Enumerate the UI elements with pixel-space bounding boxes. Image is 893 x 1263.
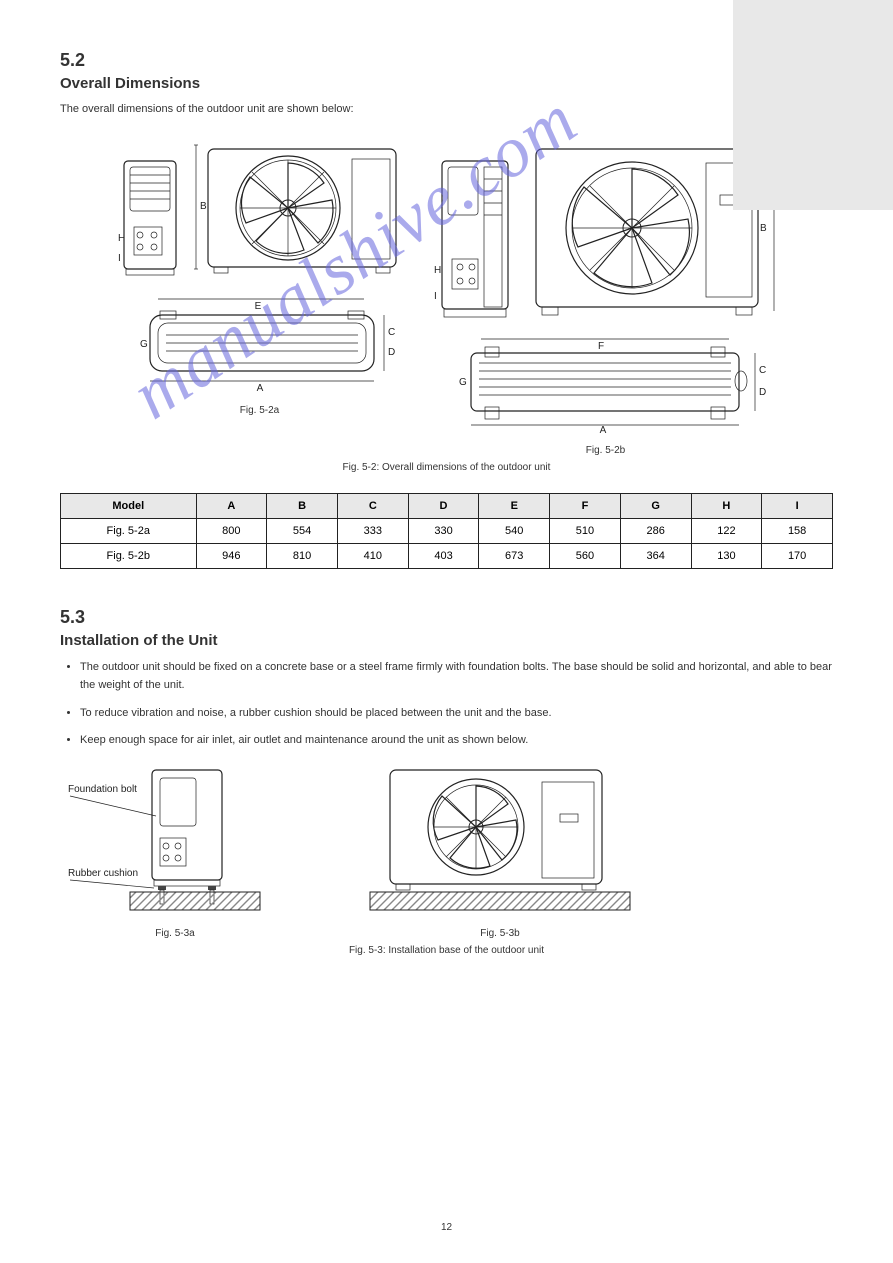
td: 364: [620, 544, 691, 569]
td: 122: [691, 519, 762, 544]
th-g: G: [620, 494, 691, 519]
label-rubber: Rubber cushion: [68, 868, 138, 879]
sidebar-gray-block: [733, 0, 893, 210]
list-item: Keep enough space for air inlet, air out…: [80, 732, 833, 750]
td: 800: [196, 519, 267, 544]
table-header-row: Model A B C D E F G H I: [61, 494, 833, 519]
td: 403: [408, 544, 479, 569]
dim-label-a-left: A: [256, 383, 263, 393]
td: 554: [267, 519, 338, 544]
installation-diagrams: Foundation bolt Rubber cushion: [60, 760, 833, 939]
side-view-small: H I: [116, 155, 186, 285]
td: 333: [337, 519, 408, 544]
dim-label-c-right: C: [759, 365, 766, 376]
fig-label-5-2b: Fig. 5-2b: [586, 445, 625, 456]
dim-table-title: Fig. 5-2: Overall dimensions of the outd…: [60, 462, 833, 473]
overall-dimensions-diagrams: H I B: [60, 135, 833, 456]
th-h: H: [691, 494, 762, 519]
table-row: Fig. 5-2a 800 554 333 330 540 510 286 12…: [61, 519, 833, 544]
install-side-col: Foundation bolt Rubber cushion: [60, 760, 290, 939]
td: 810: [267, 544, 338, 569]
td: 170: [762, 544, 833, 569]
th-model: Model: [61, 494, 197, 519]
dim-label-g-right: G: [459, 377, 467, 388]
dim-label-a-right: A: [599, 425, 606, 433]
diagram-col-small: H I B: [116, 135, 404, 456]
install-side-view: Foundation bolt Rubber cushion: [60, 760, 290, 920]
dimensions-table: Model A B C D E F G H I Fig. 5-2a 800 55…: [60, 493, 833, 569]
dim-label-e-left: E: [254, 301, 261, 312]
side-view-large: H I: [434, 155, 520, 325]
list-item: The outdoor unit should be fixed on a co…: [80, 659, 833, 694]
diagram-col-large: H I B: [434, 135, 778, 456]
th-b: B: [267, 494, 338, 519]
th-i: I: [762, 494, 833, 519]
fig-label-5-3b: Fig. 5-3b: [480, 928, 519, 939]
td: Fig. 5-2b: [61, 544, 197, 569]
td: 540: [479, 519, 550, 544]
front-view-small: B: [194, 135, 404, 285]
td: 330: [408, 519, 479, 544]
install-front-view: [350, 760, 650, 920]
td: 946: [196, 544, 267, 569]
installation-bullets: The outdoor unit should be fixed on a co…: [80, 659, 833, 749]
th-a: A: [196, 494, 267, 519]
label-bolt: Foundation bolt: [68, 784, 137, 795]
dim-label-i: I: [118, 253, 121, 264]
td: 510: [550, 519, 621, 544]
th-e: E: [479, 494, 550, 519]
install-caption: Fig. 5-3: Installation base of the outdo…: [60, 945, 833, 956]
section-number-5-3: 5.3: [60, 607, 833, 628]
td: 410: [337, 544, 408, 569]
dim-label-h: H: [118, 233, 125, 244]
td: 130: [691, 544, 762, 569]
dim-label-d-left: D: [388, 347, 395, 358]
dim-label-d-right: D: [759, 387, 766, 398]
install-front-col: Fig. 5-3b: [350, 760, 650, 939]
td: 158: [762, 519, 833, 544]
th-c: C: [337, 494, 408, 519]
td: 286: [620, 519, 691, 544]
td: Fig. 5-2a: [61, 519, 197, 544]
td: 673: [479, 544, 550, 569]
top-view-small: E A C D G: [120, 293, 400, 393]
section-number-5-2: 5.2: [60, 50, 833, 71]
dim-label-c-left: C: [388, 327, 395, 338]
dim-label-g-left: G: [140, 339, 148, 350]
section-title-dimensions: Overall Dimensions: [60, 75, 833, 92]
dim-label-b-right: B: [760, 223, 767, 234]
dim-label-b-left: B: [200, 201, 207, 212]
section-intro-text: The overall dimensions of the outdoor un…: [60, 102, 833, 117]
dim-label-f-right: F: [597, 341, 603, 352]
dim-label-i-r: I: [434, 291, 437, 302]
list-item: To reduce vibration and noise, a rubber …: [80, 705, 833, 723]
table-row: Fig. 5-2b 946 810 410 403 673 560 364 13…: [61, 544, 833, 569]
page-number: 12: [0, 1222, 893, 1233]
td: 560: [550, 544, 621, 569]
th-f: F: [550, 494, 621, 519]
fig-label-5-2a: Fig. 5-2a: [240, 405, 279, 416]
dim-label-h-r: H: [434, 265, 441, 276]
section-title-installation: Installation of the Unit: [60, 632, 833, 649]
fig-label-5-3a: Fig. 5-3a: [155, 928, 194, 939]
top-view-large: F A C D G: [441, 333, 771, 433]
th-d: D: [408, 494, 479, 519]
